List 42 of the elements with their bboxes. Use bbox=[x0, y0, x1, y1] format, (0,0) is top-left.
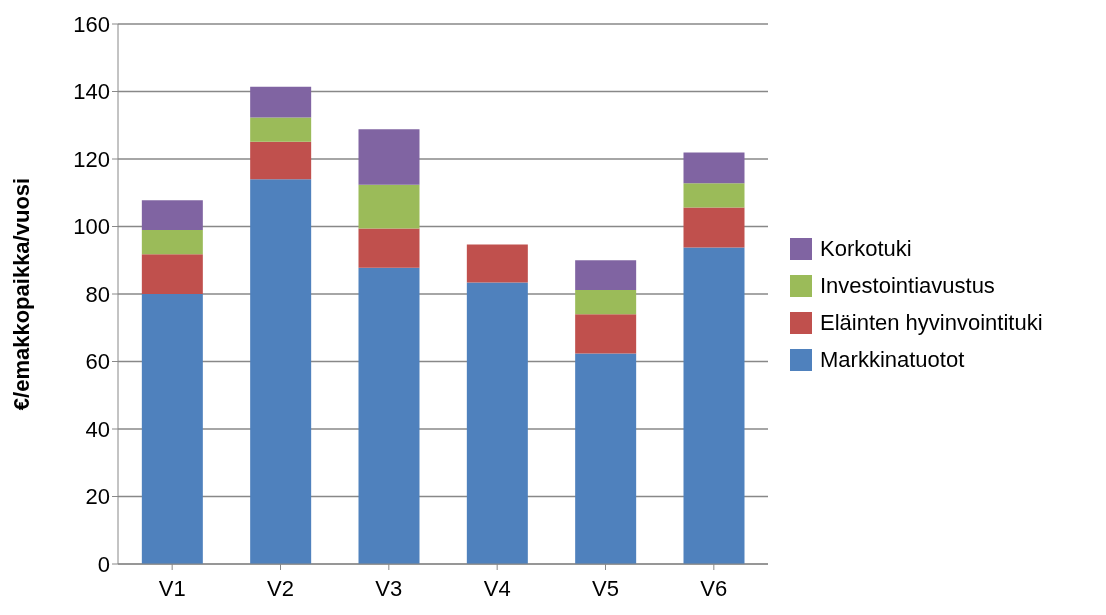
bar bbox=[575, 353, 637, 564]
x-tick-label: V3 bbox=[375, 575, 403, 601]
legend-label: Markkinatuotot bbox=[820, 346, 965, 373]
bar bbox=[466, 282, 528, 564]
y-tick-label: 120 bbox=[73, 146, 110, 172]
y-tick-label: 0 bbox=[97, 551, 110, 577]
bar bbox=[683, 207, 745, 248]
x-tick-label: V1 bbox=[158, 575, 186, 601]
y-axis-title: €/emakkopaikka/vuosi bbox=[8, 177, 34, 411]
x-tick-label: V2 bbox=[267, 575, 294, 601]
bar bbox=[141, 254, 203, 294]
bar bbox=[141, 229, 203, 255]
bar bbox=[358, 129, 420, 185]
legend-label: Eläinten hyvinvointituki bbox=[820, 309, 1043, 336]
x-tick-label: V4 bbox=[483, 575, 511, 601]
y-tick-label: 20 bbox=[85, 484, 110, 510]
bar bbox=[466, 244, 528, 283]
bar bbox=[575, 260, 637, 290]
bar bbox=[683, 183, 745, 208]
bar bbox=[141, 294, 203, 564]
y-tick-label: 60 bbox=[85, 349, 110, 375]
bar bbox=[250, 141, 312, 180]
x-tick-label: V5 bbox=[592, 575, 619, 601]
bar bbox=[141, 200, 203, 230]
bar bbox=[575, 289, 637, 315]
y-tick-label: 80 bbox=[85, 281, 110, 307]
legend-label: Investointiavustus bbox=[820, 272, 995, 299]
y-tick-label: 100 bbox=[73, 214, 110, 240]
x-tick-label: V6 bbox=[700, 575, 728, 601]
bar bbox=[683, 152, 745, 184]
bar bbox=[683, 247, 745, 564]
bar bbox=[250, 86, 312, 118]
legend-label: Korkotuki bbox=[820, 235, 912, 262]
y-tick-label: 140 bbox=[73, 79, 110, 105]
bar bbox=[358, 267, 420, 564]
y-tick-label: 40 bbox=[85, 416, 110, 442]
bar bbox=[250, 117, 312, 142]
bar bbox=[358, 228, 420, 268]
y-tick-label: 160 bbox=[73, 11, 110, 37]
bar bbox=[250, 179, 312, 564]
bar bbox=[358, 184, 420, 229]
bar bbox=[575, 314, 637, 354]
